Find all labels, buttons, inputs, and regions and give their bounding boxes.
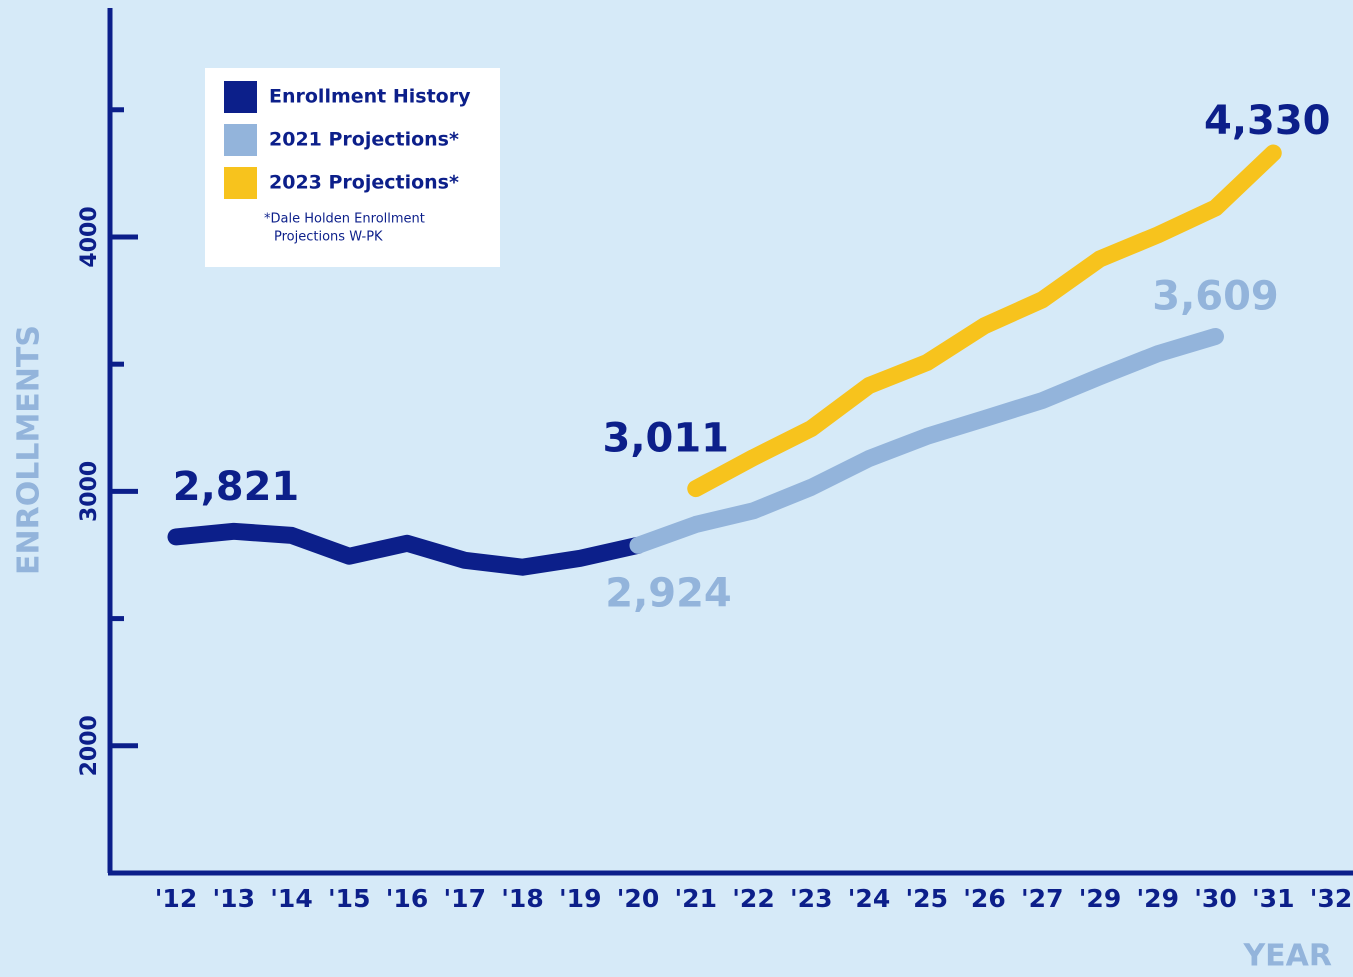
x-tick-label: '19	[559, 884, 601, 913]
x-tick-label: '21	[675, 884, 717, 913]
x-tick-label: '22	[732, 884, 774, 913]
y-tick-label: 4000	[77, 206, 102, 267]
x-tick-label: '32	[1310, 884, 1352, 913]
footnote: *Dale Holden Enrollment	[264, 212, 425, 227]
x-tick-label: '29	[1079, 884, 1121, 913]
x-axis-title: YEAR	[1242, 939, 1332, 974]
x-tick-label: '25	[906, 884, 948, 913]
value-label: 3,609	[1152, 273, 1279, 319]
x-tick-label: '14	[270, 884, 312, 913]
value-label: 2,924	[605, 571, 732, 617]
legend-label: 2021 Projections*	[269, 129, 459, 151]
y-tick-label: 3000	[77, 461, 102, 522]
legend: Enrollment History 2021 Projections* 2023 …	[205, 68, 500, 267]
y-axis-title: ENROLLMENTS	[12, 325, 47, 575]
x-tick-label: '29	[1137, 884, 1179, 913]
value-label: 2,821	[173, 464, 300, 510]
legend-swatch	[224, 124, 257, 156]
x-tick-label: '27	[1021, 884, 1063, 913]
x-tick-label: '18	[501, 884, 543, 913]
series-line	[629, 327, 1224, 554]
series-line	[167, 522, 647, 576]
x-tick-label: '13	[213, 884, 255, 913]
value-label: 4,330	[1204, 98, 1331, 144]
y-tick-label: 2000	[77, 715, 102, 776]
legend-label: Enrollment History	[269, 86, 471, 108]
x-tick-label: '31	[1252, 884, 1294, 913]
legend-label: 2023 Projections*	[269, 172, 459, 194]
x-tick-label: '24	[848, 884, 890, 913]
value-label: 3,011	[602, 416, 729, 462]
legend-swatch	[224, 81, 257, 113]
x-tick-label: '26	[963, 884, 1005, 913]
x-tick-label: '17	[444, 884, 486, 913]
x-tick-label: '15	[328, 884, 370, 913]
x-tick-label: '12	[155, 884, 197, 913]
x-tick-label: '20	[617, 884, 659, 913]
x-tick-label: '30	[1194, 884, 1236, 913]
footnote: Projections W-PK	[274, 230, 383, 245]
legend-swatch	[224, 167, 257, 199]
x-tick-label: '16	[386, 884, 428, 913]
x-tick-label: '23	[790, 884, 832, 913]
series-line	[687, 144, 1282, 498]
